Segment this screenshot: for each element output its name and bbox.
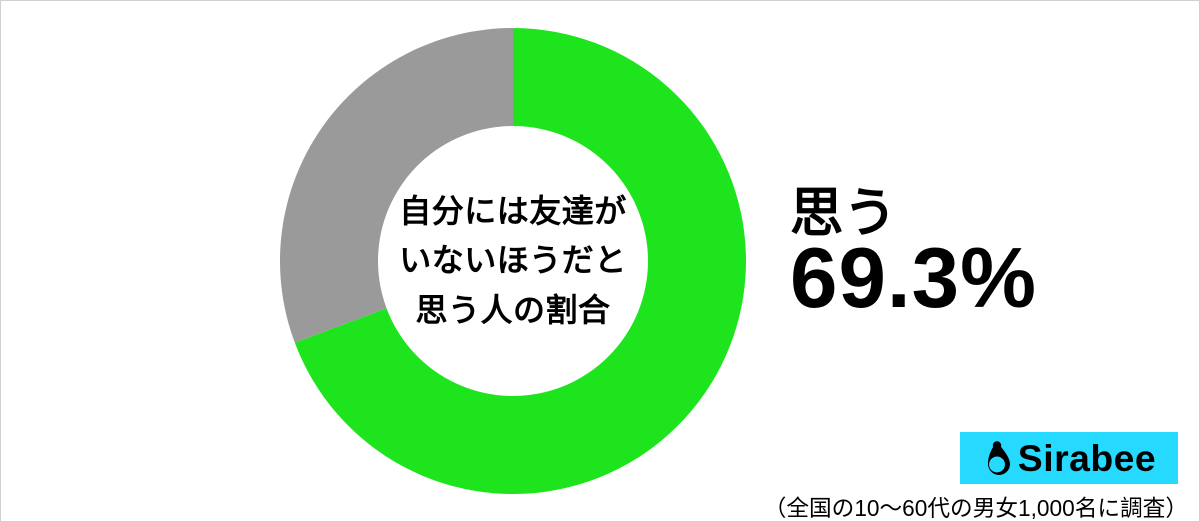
brand-name: Sirabee bbox=[1018, 437, 1156, 480]
donut-center-label: 自分には友達が いないほうだと 思う人の割合 bbox=[280, 28, 746, 494]
donut-center-line: 思う人の割合 bbox=[415, 286, 610, 336]
result-value: 69.3% bbox=[790, 230, 1037, 328]
brand-badge: Sirabee bbox=[960, 432, 1178, 484]
sirabee-logo-icon bbox=[982, 439, 1012, 477]
donut-center-line: いないほうだと bbox=[399, 236, 627, 286]
donut-chart: 自分には友達が いないほうだと 思う人の割合 bbox=[280, 28, 746, 494]
survey-footnote: （全国の10〜60代の男女1,000名に調査） bbox=[764, 490, 1188, 522]
donut-center-line: 自分には友達が bbox=[399, 187, 627, 237]
